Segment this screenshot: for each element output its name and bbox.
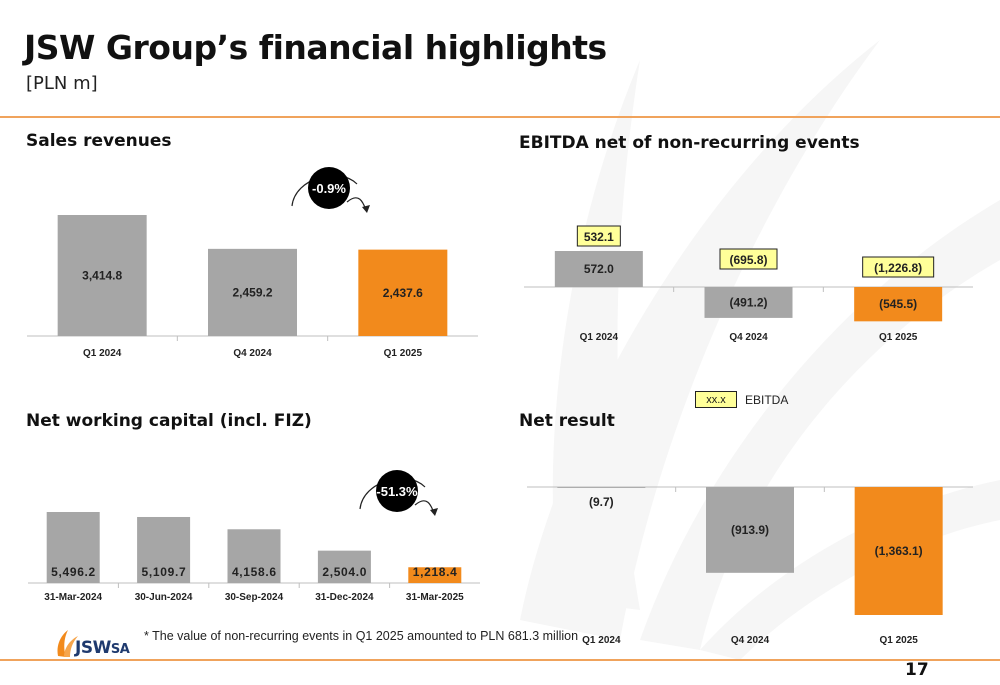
- category-label: Q4 2024: [233, 348, 272, 359]
- company-logo-text: JSWSA: [75, 638, 130, 658]
- category-label: 31-Dec-2024: [315, 592, 374, 603]
- ebitda-box: [719, 248, 778, 270]
- change-arrowhead-icon: [430, 508, 438, 516]
- bar: [317, 550, 371, 583]
- category-label: Q1 2024: [582, 635, 621, 646]
- data-label: 4,158.6: [232, 565, 276, 579]
- ebitda-box-label: (1,226.8): [874, 261, 922, 275]
- bar: [227, 529, 281, 583]
- category-label: Q4 2024: [731, 635, 770, 646]
- working-capital-title: Net working capital (incl. FIZ): [26, 411, 312, 431]
- legend-swatch: xx.x: [695, 391, 737, 408]
- data-label: (545.5): [879, 297, 917, 311]
- bar: [554, 251, 643, 287]
- ebitda-title: EBITDA net of non-recurring events: [519, 133, 860, 153]
- category-label: 30-Jun-2024: [135, 592, 193, 603]
- bar: [854, 487, 943, 615]
- ebitda-box: [576, 225, 621, 247]
- category-label: Q1 2025: [879, 635, 918, 646]
- category-label: 31-Mar-2025: [406, 592, 464, 603]
- data-label: 5,109.7: [142, 565, 186, 579]
- ebitda-box: [862, 256, 935, 278]
- bar: [57, 215, 147, 336]
- bar: [358, 249, 448, 336]
- logo-wordmark: JSW: [75, 638, 111, 658]
- category-label: Q1 2024: [83, 348, 122, 359]
- data-label: 3,414.8: [82, 269, 122, 283]
- data-label: 2,504.0: [322, 565, 366, 579]
- data-label: 2,437.6: [383, 286, 423, 300]
- category-label: Q1 2024: [580, 332, 619, 343]
- category-label: Q1 2025: [384, 348, 423, 359]
- data-label: (9.7): [589, 495, 614, 509]
- data-label: (491.2): [729, 295, 767, 309]
- header-divider: [0, 116, 1000, 118]
- data-label: (1,363.1): [875, 544, 923, 558]
- category-label: 30-Sep-2024: [225, 592, 284, 603]
- data-label: 572.0: [584, 262, 614, 276]
- ebitda-box-label: 532.1: [584, 230, 614, 244]
- footer-divider: [0, 659, 1000, 661]
- legend-label: EBITDA: [745, 392, 789, 407]
- data-label: 5,496.2: [51, 565, 95, 579]
- category-label: 31-Mar-2024: [44, 592, 102, 603]
- change-badge-label: -51.3%: [376, 484, 418, 499]
- jsw-logo-icon: [57, 630, 78, 657]
- data-label: 2,459.2: [232, 285, 272, 299]
- bar: [46, 512, 100, 583]
- page-number: 17: [905, 660, 929, 680]
- category-label: Q1 2025: [879, 332, 918, 343]
- bar: [854, 287, 943, 322]
- change-arrowhead-icon: [362, 205, 370, 213]
- ebitda-legend: xx.x EBITDA: [695, 391, 788, 408]
- change-badge-label: -0.9%: [312, 181, 346, 196]
- logo-suffix: SA: [110, 642, 130, 657]
- category-label: Q4 2024: [729, 332, 768, 343]
- change-badge: [308, 167, 350, 209]
- bar: [706, 487, 794, 573]
- bar: [408, 567, 462, 583]
- slide-title: JSW Group’s financial highlights: [24, 28, 607, 67]
- footnote: * The value of non-recurring events in Q…: [144, 629, 579, 643]
- change-badge: [376, 470, 418, 512]
- net-result-title: Net result: [519, 411, 615, 431]
- sales-revenues-title: Sales revenues: [26, 131, 172, 151]
- bar: [704, 287, 793, 318]
- data-label: 1,218.4: [413, 565, 457, 579]
- slide-subtitle: [PLN m]: [26, 73, 98, 94]
- ebitda-box-label: (695.8): [729, 253, 767, 267]
- data-label: (913.9): [731, 523, 769, 537]
- bar: [137, 516, 191, 583]
- bar: [208, 248, 297, 336]
- bar: [557, 487, 646, 488]
